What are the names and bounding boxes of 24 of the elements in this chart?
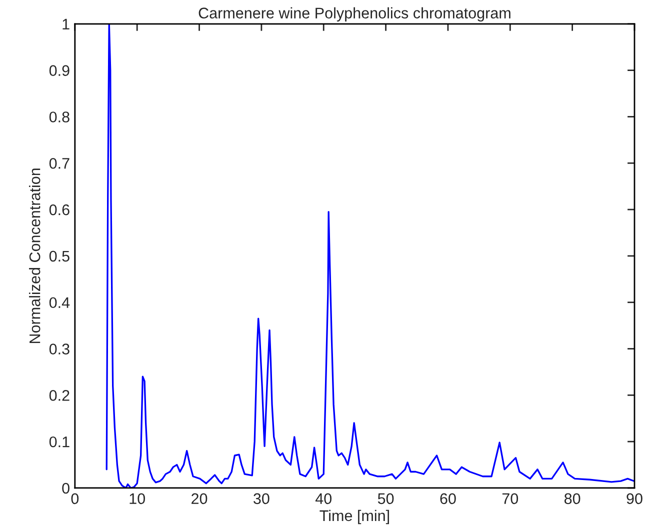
x-tick-label: 90 bbox=[626, 493, 642, 504]
y-tick-label: 0.5 bbox=[49, 250, 70, 262]
x-tick-label: 0 bbox=[71, 493, 79, 504]
x-tick-label: 30 bbox=[254, 493, 270, 504]
x-tick-label: 10 bbox=[130, 493, 145, 504]
chart-title: Carmenere wine Polyphenolics chromatogram bbox=[198, 7, 510, 22]
y-tick-label: 0.3 bbox=[49, 344, 70, 354]
x-tick-label: 20 bbox=[192, 493, 208, 504]
x-tick-label: 80 bbox=[564, 493, 580, 504]
x-tick-label: 40 bbox=[315, 493, 332, 504]
y-tick-label: 0.9 bbox=[49, 65, 70, 76]
y-tick-label: 0.7 bbox=[49, 158, 70, 169]
y-tick-label: 0.8 bbox=[49, 112, 70, 122]
x-tick-label: 60 bbox=[440, 493, 456, 504]
x-tick-label: 50 bbox=[378, 493, 394, 504]
y-tick-label: 0.6 bbox=[49, 204, 70, 216]
y-axis-title: Normalized Concentration bbox=[29, 168, 40, 343]
x-tick-label: 70 bbox=[502, 493, 518, 504]
y-tick-label: 0.2 bbox=[49, 390, 70, 401]
y-tick-label: 1 bbox=[62, 18, 70, 30]
y-tick-label: 0.1 bbox=[49, 436, 70, 448]
y-tick-label: 0 bbox=[62, 482, 70, 494]
y-tick-label: 0.4 bbox=[49, 297, 70, 308]
x-axis-title: Time [min] bbox=[320, 510, 389, 524]
